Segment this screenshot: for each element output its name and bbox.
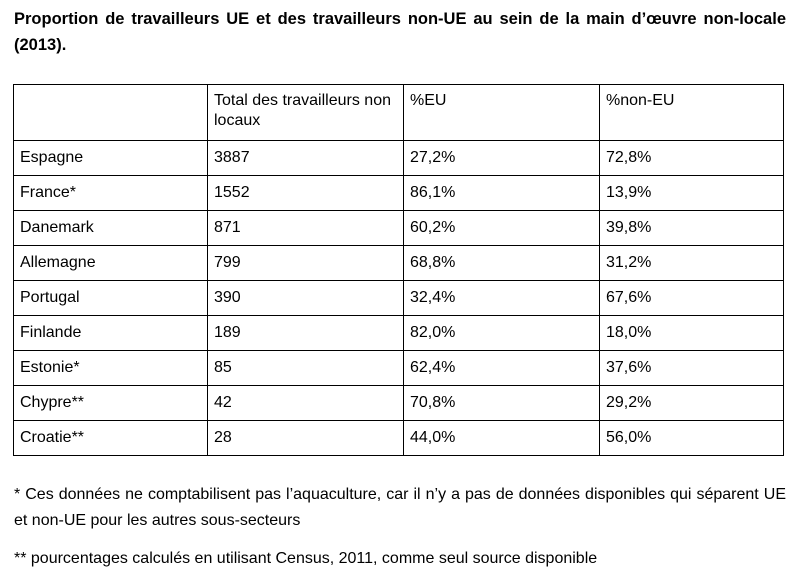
table-row: Finlande 189 82,0% 18,0% — [13, 315, 784, 351]
header-percent-eu: %EU — [403, 84, 600, 141]
footnote-aquaculture: * Ces données ne comptabilisent pas l’aq… — [14, 486, 786, 529]
cell-percent-non-eu: 72,8% — [599, 140, 784, 176]
document-title: Proportion de travailleurs UE et des tra… — [14, 10, 786, 54]
footnote-census: ** pourcentages calculés en utilisant Ce… — [14, 550, 598, 567]
cell-total: 42 — [207, 385, 404, 421]
cell-country: Estonie* — [13, 350, 208, 386]
cell-total: 799 — [207, 245, 404, 281]
cell-percent-eu: 82,0% — [403, 315, 600, 351]
header-percent-non-eu: %non-EU — [599, 84, 784, 141]
cell-country: Finlande — [13, 315, 208, 351]
cell-percent-non-eu: 67,6% — [599, 280, 784, 316]
cell-country: Allemagne — [13, 245, 208, 281]
table-row: Danemark 871 60,2% 39,8% — [13, 210, 784, 246]
cell-percent-eu: 44,0% — [403, 420, 600, 456]
workers-table: Total des travailleurs non locaux %EU %n… — [13, 84, 784, 456]
cell-total: 871 — [207, 210, 404, 246]
cell-percent-eu: 27,2% — [403, 140, 600, 176]
cell-percent-eu: 86,1% — [403, 175, 600, 211]
cell-total: 28 — [207, 420, 404, 456]
table-row: Croatie** 28 44,0% 56,0% — [13, 420, 784, 456]
table-row: Espagne 3887 27,2% 72,8% — [13, 140, 784, 176]
cell-country: Croatie** — [13, 420, 208, 456]
table-row: Estonie* 85 62,4% 37,6% — [13, 350, 784, 386]
cell-total: 390 — [207, 280, 404, 316]
header-total-workers: Total des travailleurs non locaux — [207, 84, 404, 141]
cell-total: 189 — [207, 315, 404, 351]
cell-percent-non-eu: 18,0% — [599, 315, 784, 351]
cell-total: 3887 — [207, 140, 404, 176]
cell-percent-eu: 62,4% — [403, 350, 600, 386]
cell-percent-non-eu: 56,0% — [599, 420, 784, 456]
table-header-row: Total des travailleurs non locaux %EU %n… — [13, 84, 784, 141]
cell-percent-non-eu: 31,2% — [599, 245, 784, 281]
cell-country: Portugal — [13, 280, 208, 316]
cell-percent-non-eu: 13,9% — [599, 175, 784, 211]
cell-percent-non-eu: 39,8% — [599, 210, 784, 246]
table-row: Portugal 390 32,4% 67,6% — [13, 280, 784, 316]
cell-percent-eu: 32,4% — [403, 280, 600, 316]
header-country — [13, 84, 208, 141]
cell-percent-eu: 70,8% — [403, 385, 600, 421]
table-row: France* 1552 86,1% 13,9% — [13, 175, 784, 211]
cell-percent-non-eu: 29,2% — [599, 385, 784, 421]
table-row: Allemagne 799 68,8% 31,2% — [13, 245, 784, 281]
cell-country: Chypre** — [13, 385, 208, 421]
cell-percent-non-eu: 37,6% — [599, 350, 784, 386]
cell-country: Espagne — [13, 140, 208, 176]
cell-percent-eu: 60,2% — [403, 210, 600, 246]
cell-total: 1552 — [207, 175, 404, 211]
cell-country: Danemark — [13, 210, 208, 246]
cell-country: France* — [13, 175, 208, 211]
cell-total: 85 — [207, 350, 404, 386]
cell-percent-eu: 68,8% — [403, 245, 600, 281]
table-row: Chypre** 42 70,8% 29,2% — [13, 385, 784, 421]
